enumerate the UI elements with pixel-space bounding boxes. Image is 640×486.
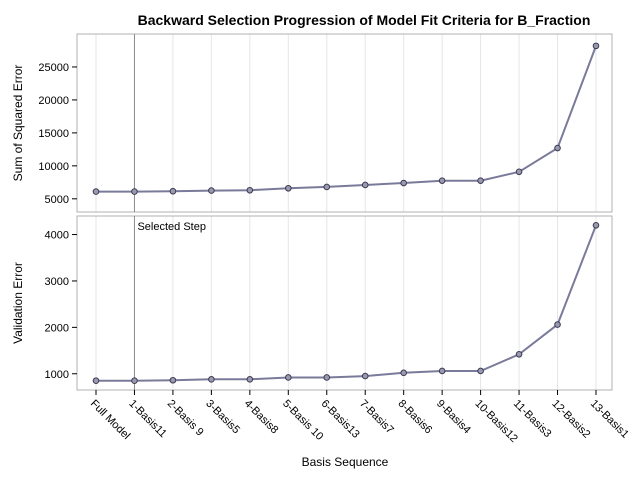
- panel-frame: [76, 33, 613, 213]
- x-tick-label: 2-Basis 9: [165, 398, 206, 439]
- y-tick-label: 10000: [38, 161, 69, 173]
- data-point: [400, 369, 407, 377]
- y-axis-label: Sum of Squared Error: [11, 65, 25, 182]
- data-point: [477, 177, 484, 184]
- y-tick-label: 3000: [45, 276, 69, 288]
- y-tick-label: 2000: [45, 322, 69, 334]
- x-tick-label: 5-Basis 10: [280, 398, 325, 443]
- data-point: [285, 184, 292, 192]
- x-tick-label: 9-Basis4: [434, 398, 473, 437]
- x-tick-label: Full Model: [88, 398, 132, 442]
- y-tick-label: 5000: [45, 194, 69, 206]
- panel-frame: [76, 215, 613, 391]
- x-tick-label: 3-Basis5: [203, 398, 242, 437]
- y-tick-label: 25000: [38, 62, 69, 74]
- data-point: [169, 187, 177, 195]
- data-point: [92, 377, 100, 385]
- data-point: [323, 183, 331, 191]
- data-point: [246, 186, 254, 194]
- data-point: [477, 367, 484, 375]
- data-point: [92, 188, 100, 195]
- data-point: [323, 374, 331, 381]
- y-tick-label: 1000: [45, 369, 69, 381]
- data-point: [554, 144, 561, 152]
- data-point: [208, 187, 215, 194]
- y-tick-label: 4000: [45, 230, 69, 242]
- x-tick-label: 13-Basis1: [588, 398, 631, 441]
- x-axis-label: Basis Sequence: [302, 455, 389, 469]
- y-axis-label: Validation Error: [11, 262, 25, 344]
- data-point: [361, 372, 369, 380]
- x-tick-label: 4-Basis8: [242, 398, 281, 437]
- series-line: [96, 224, 597, 382]
- data-point: [592, 221, 600, 229]
- data-point: [438, 367, 446, 375]
- chart-title: Backward Selection Progression of Model …: [138, 12, 591, 28]
- x-tick-label: 7-Basis7: [357, 398, 396, 437]
- selected-step-label: Selected Step: [137, 221, 206, 233]
- data-point: [400, 179, 407, 187]
- data-point: [515, 350, 523, 358]
- panels-layer: 5000 10000 15000 20000 25000 Sum of Squared E…: [11, 33, 631, 445]
- data-point: [169, 376, 177, 384]
- data-point: [208, 376, 215, 383]
- data-point: [361, 181, 369, 189]
- data-point: [131, 377, 138, 385]
- data-point: [515, 168, 523, 176]
- x-tick-label: 12-Basis2: [549, 398, 592, 441]
- x-tick-label: 1-Basis11: [126, 398, 169, 441]
- data-point: [592, 42, 600, 50]
- y-tick-label: 20000: [38, 95, 69, 107]
- data-point: [246, 376, 254, 383]
- data-point: [438, 177, 446, 184]
- data-point: [554, 321, 561, 328]
- data-point: [131, 188, 138, 195]
- y-tick-label: 15000: [38, 128, 69, 140]
- series-line: [96, 45, 597, 193]
- x-tick-label: 8-Basis6: [396, 398, 435, 437]
- data-point: [285, 374, 292, 381]
